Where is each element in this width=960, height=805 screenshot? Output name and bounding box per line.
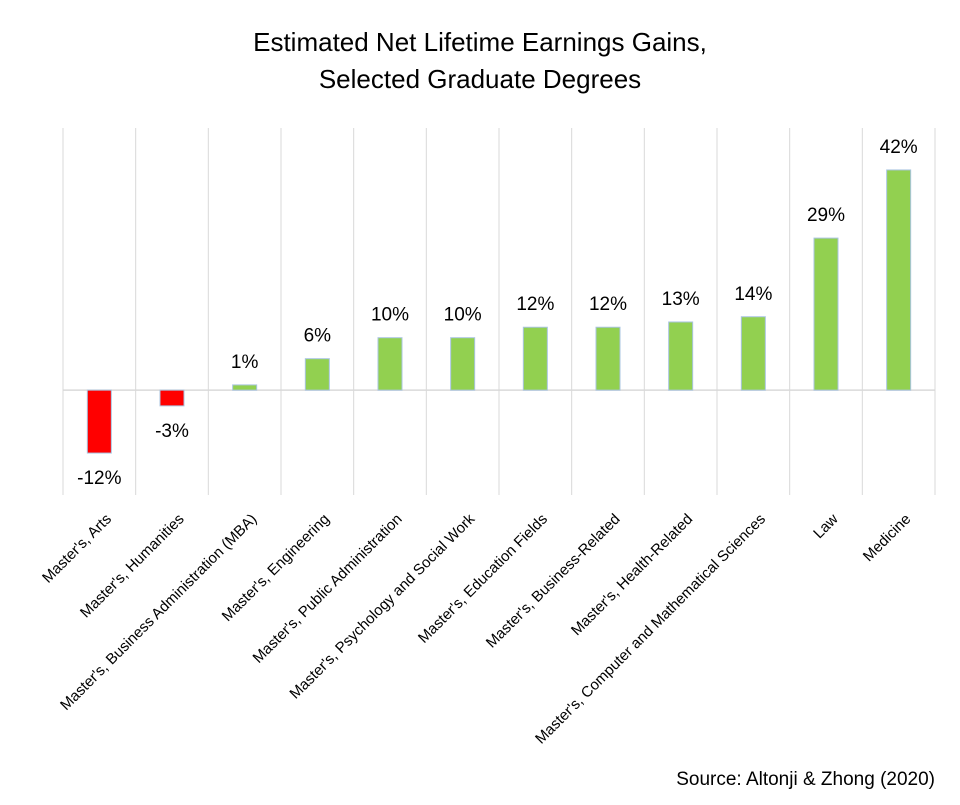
value-label: 6% bbox=[304, 326, 332, 347]
value-label: 29% bbox=[807, 205, 845, 226]
chart-subtitle: Selected Graduate Degrees bbox=[319, 64, 641, 94]
value-label: 42% bbox=[880, 137, 918, 158]
value-label: 14% bbox=[734, 284, 772, 305]
bar bbox=[886, 169, 912, 391]
bar bbox=[86, 389, 112, 454]
bar bbox=[595, 326, 621, 391]
bar bbox=[450, 337, 476, 391]
value-label: 10% bbox=[371, 305, 409, 326]
value-label: -3% bbox=[155, 421, 189, 442]
value-label: -12% bbox=[77, 468, 121, 489]
bar bbox=[232, 384, 258, 391]
source-note: Source: Altonji & Zhong (2020) bbox=[676, 769, 935, 790]
value-label: 13% bbox=[662, 289, 700, 310]
value-label: 1% bbox=[231, 352, 259, 373]
bar bbox=[668, 321, 694, 391]
bar bbox=[813, 237, 839, 391]
value-label: 12% bbox=[589, 294, 627, 315]
bar bbox=[159, 389, 185, 407]
value-label: 10% bbox=[444, 305, 482, 326]
bar bbox=[304, 358, 330, 391]
value-label: 12% bbox=[516, 294, 554, 315]
chart-title: Estimated Net Lifetime Earnings Gains, bbox=[253, 27, 707, 57]
bar bbox=[377, 337, 403, 391]
bar bbox=[740, 316, 766, 391]
bar bbox=[522, 326, 548, 391]
